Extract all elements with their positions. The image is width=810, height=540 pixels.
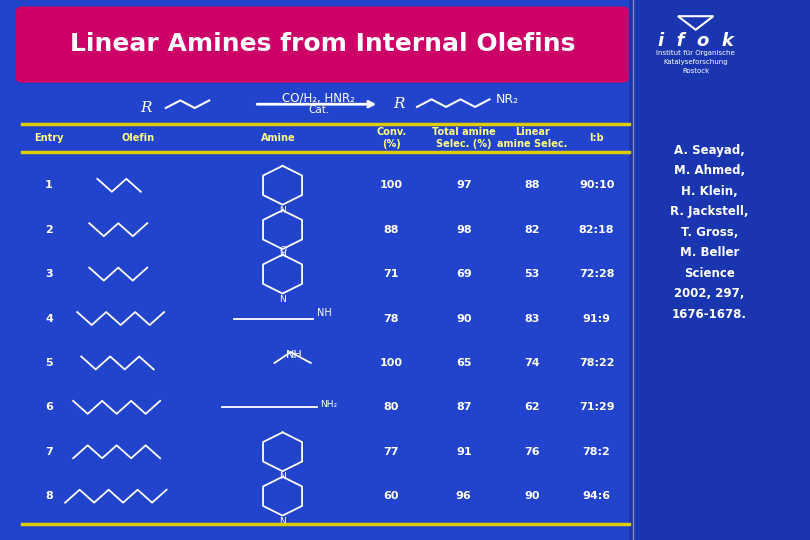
Text: 78:2: 78:2 bbox=[582, 447, 611, 457]
Text: 2: 2 bbox=[45, 225, 53, 235]
Text: R: R bbox=[140, 101, 151, 115]
Text: 8: 8 bbox=[45, 491, 53, 501]
Text: R: R bbox=[394, 97, 405, 111]
Text: 80: 80 bbox=[384, 402, 399, 413]
Text: 90: 90 bbox=[524, 491, 540, 501]
Text: N: N bbox=[279, 250, 286, 259]
Text: NR₂: NR₂ bbox=[496, 93, 519, 106]
Text: O: O bbox=[279, 246, 286, 255]
Text: 90:10: 90:10 bbox=[579, 180, 614, 190]
Text: NH₂: NH₂ bbox=[321, 400, 338, 409]
Text: 1: 1 bbox=[45, 180, 53, 190]
Text: Total amine
Selec. (%): Total amine Selec. (%) bbox=[432, 127, 496, 149]
Text: 65: 65 bbox=[456, 358, 471, 368]
Text: N: N bbox=[279, 206, 286, 215]
Text: 96: 96 bbox=[456, 491, 471, 501]
Text: 87: 87 bbox=[456, 402, 471, 413]
Text: Olefin: Olefin bbox=[121, 133, 154, 143]
Text: N: N bbox=[279, 517, 286, 525]
Text: 7: 7 bbox=[45, 447, 53, 457]
Text: N: N bbox=[279, 472, 286, 481]
Text: Conv.
(%): Conv. (%) bbox=[376, 127, 407, 149]
Text: 4: 4 bbox=[45, 314, 53, 323]
Text: NH: NH bbox=[318, 308, 332, 318]
Text: 82:18: 82:18 bbox=[579, 225, 614, 235]
Bar bbox=[629, 0, 810, 540]
Text: Linear
amine Selec.: Linear amine Selec. bbox=[497, 127, 567, 149]
Text: 90: 90 bbox=[456, 314, 471, 323]
Text: Institut für Organische
Katalyseforschung
Rostock: Institut für Organische Katalyseforschun… bbox=[656, 50, 735, 74]
Text: 82: 82 bbox=[524, 225, 540, 235]
Text: N: N bbox=[279, 294, 286, 303]
Text: 88: 88 bbox=[383, 225, 399, 235]
Text: CO/H₂, HNR₂: CO/H₂, HNR₂ bbox=[283, 92, 356, 105]
Text: 78: 78 bbox=[383, 314, 399, 323]
Text: 91:9: 91:9 bbox=[582, 314, 611, 323]
Text: i  f  o  k: i f o k bbox=[658, 31, 734, 50]
Text: l:b: l:b bbox=[590, 133, 604, 143]
Text: 60: 60 bbox=[383, 491, 399, 501]
Text: Entry: Entry bbox=[34, 133, 64, 143]
Text: Linear Amines from Internal Olefins: Linear Amines from Internal Olefins bbox=[70, 32, 575, 56]
Text: 91: 91 bbox=[456, 447, 471, 457]
Text: 74: 74 bbox=[524, 358, 540, 368]
Text: 72:28: 72:28 bbox=[579, 269, 614, 279]
Text: 100: 100 bbox=[380, 358, 403, 368]
Text: 69: 69 bbox=[456, 269, 471, 279]
Text: 97: 97 bbox=[456, 180, 471, 190]
FancyBboxPatch shape bbox=[16, 6, 629, 83]
Text: 53: 53 bbox=[525, 269, 539, 279]
Text: 77: 77 bbox=[383, 447, 399, 457]
Text: 3: 3 bbox=[45, 269, 53, 279]
Text: 98: 98 bbox=[456, 225, 471, 235]
Text: 78:22: 78:22 bbox=[579, 358, 614, 368]
Text: 100: 100 bbox=[380, 180, 403, 190]
Text: 83: 83 bbox=[525, 314, 540, 323]
Text: 94:6: 94:6 bbox=[582, 491, 611, 501]
Text: 76: 76 bbox=[524, 447, 540, 457]
Text: 71: 71 bbox=[383, 269, 399, 279]
Text: NH: NH bbox=[286, 350, 303, 360]
Text: 88: 88 bbox=[524, 180, 540, 190]
Text: 5: 5 bbox=[45, 358, 53, 368]
Text: A. Seayad,
M. Ahmed,
H. Klein,
R. Jackstell,
T. Gross,
M. Beller
Science
2002, 2: A. Seayad, M. Ahmed, H. Klein, R. Jackst… bbox=[670, 144, 748, 321]
Text: Amine: Amine bbox=[261, 133, 296, 143]
Text: Cat.: Cat. bbox=[308, 105, 330, 114]
Text: 71:29: 71:29 bbox=[579, 402, 615, 413]
Text: 62: 62 bbox=[524, 402, 540, 413]
Text: 6: 6 bbox=[45, 402, 53, 413]
